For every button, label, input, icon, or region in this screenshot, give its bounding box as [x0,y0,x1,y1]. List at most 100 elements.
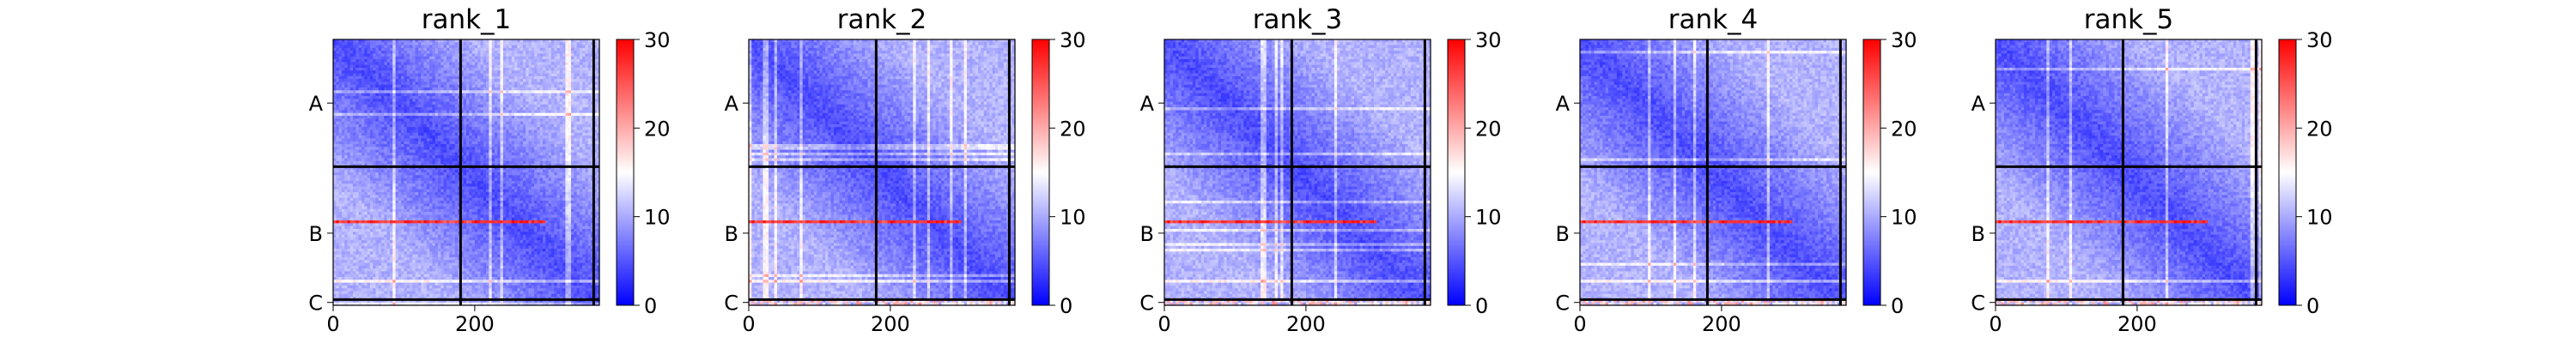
heatmap-cell [497,62,501,66]
heatmap-cell [480,42,484,46]
heatmap-cell [474,104,478,108]
heatmap-cell [389,169,393,173]
heatmap-cell [531,64,535,69]
heatmap-cell [568,95,572,99]
heatmap-cell [401,39,405,43]
heatmap-cell [471,67,476,71]
heatmap-cell [565,110,569,114]
heatmap-cell [587,166,592,171]
heatmap-cell [349,59,354,63]
heatmap-cell [489,155,493,159]
heatmap-cell [333,75,337,80]
heatmap-cell [443,141,447,145]
heatmap-cell [438,99,441,103]
heatmap-cell [344,67,349,71]
heatmap-cell [491,169,495,173]
heatmap-cell [491,147,495,151]
heatmap-cell [466,138,470,142]
heatmap-cell [587,75,592,80]
heatmap-cell [406,73,410,77]
heatmap-cell [443,42,447,46]
heatmap-cell [353,39,356,43]
heatmap-cell [531,53,535,57]
heatmap-cell [336,184,340,188]
heatmap-cell [454,93,459,97]
heatmap-cell [502,110,507,114]
heatmap-cell [421,132,425,136]
heatmap-cell [554,178,558,182]
heatmap-cell [502,123,507,128]
heatmap-cell [494,172,498,176]
heatmap-cell [500,99,504,103]
heatmap-cell [502,116,507,119]
heatmap-cell [373,186,377,190]
heatmap-cell [386,132,391,136]
heatmap-cell [423,90,428,94]
heatmap-cell [508,141,513,145]
heatmap-cell [585,99,589,103]
heatmap-cell [429,144,434,147]
heatmap-cell [347,104,351,108]
heatmap-cell [477,67,482,71]
heatmap-cell [526,155,530,159]
heatmap-cell [522,155,526,159]
heatmap-cell [349,123,354,128]
heatmap-cell [486,180,489,184]
heatmap-cell [423,81,428,86]
heatmap-cell [500,56,504,60]
heatmap-cell [426,45,430,49]
heatmap-cell [511,118,515,123]
heatmap-cell [367,110,371,114]
heatmap-cell [526,116,530,119]
heatmap-cell [410,84,413,88]
heatmap-cell [412,53,416,57]
heatmap-cell [471,129,476,134]
heatmap-cell [373,51,377,55]
heatmap-cell [347,118,351,123]
heatmap-cell [477,45,482,49]
heatmap-cell [550,53,555,57]
heatmap-cell [568,53,572,57]
heatmap-cell [423,101,428,105]
heatmap-cell [480,178,484,182]
heatmap-cell [491,81,495,86]
heatmap-cell [412,160,416,165]
heatmap-cell [355,95,360,99]
heatmap-cell [384,39,388,43]
heatmap-cell [398,152,402,156]
heatmap-cell [519,67,524,71]
heatmap-cell [582,138,586,142]
heatmap-cell [494,39,498,43]
heatmap-cell [565,53,569,57]
heatmap-cell [500,116,504,119]
heatmap-cell [412,99,416,103]
heatmap-cell [355,101,360,105]
heatmap-cell [593,104,598,108]
heatmap-cell [432,138,436,142]
heatmap-cell [434,158,439,162]
heatmap-cell [434,95,439,99]
heatmap-cell [477,172,482,176]
heatmap-cell [585,67,589,71]
heatmap-cell [369,104,374,108]
heatmap-cell [526,149,530,153]
heatmap-cell [579,75,583,80]
heatmap-cell [511,110,515,114]
heatmap-cell [349,180,354,184]
heatmap-cell [423,64,428,69]
heatmap-cell [449,110,453,114]
heatmap-cell [497,42,501,46]
heatmap-cell [480,47,484,51]
heatmap-cell [543,110,546,114]
heatmap-cell [514,118,518,123]
heatmap-cell [596,81,600,86]
heatmap-cell [508,84,513,88]
heatmap-cell [471,79,476,83]
heatmap-cell [545,81,550,86]
heatmap-cell [392,166,397,171]
heatmap-cell [506,56,510,60]
heatmap-cell [585,59,589,63]
heatmap-cell [369,144,374,147]
heatmap-cell [502,47,507,51]
heatmap-cell [440,160,445,165]
